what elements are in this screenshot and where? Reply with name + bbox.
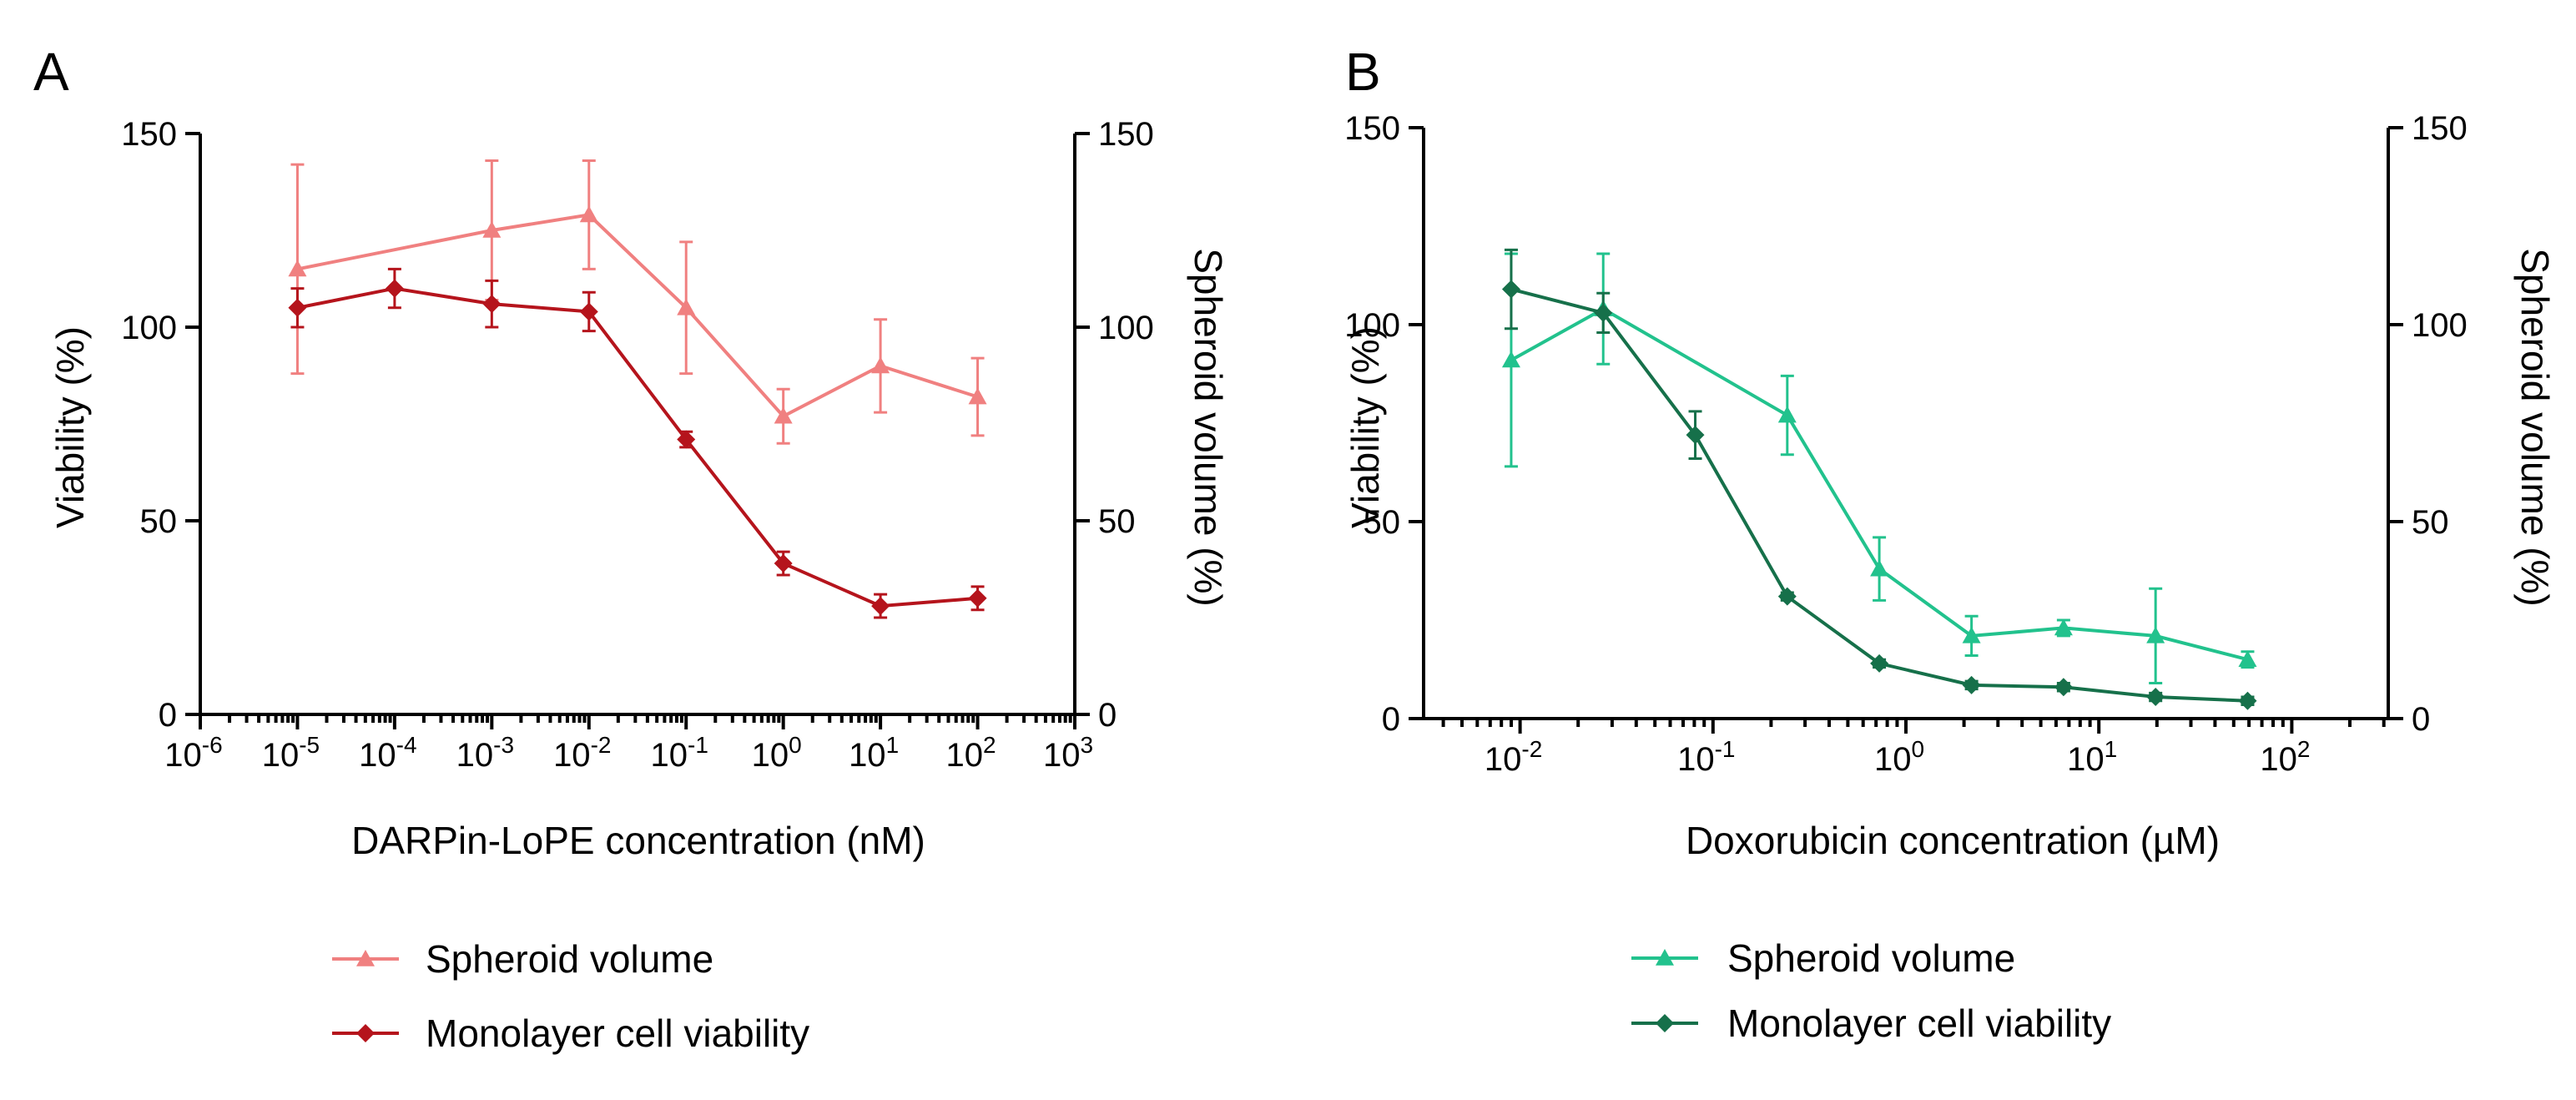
y-tick-label: 0 [159,697,177,734]
data-point [774,406,793,424]
legend: Spheroid volume Monolayer cell viability [332,937,809,1055]
x-tick-label: 102 [946,732,996,774]
series-line [297,213,979,419]
x-tick-label: 10-6 [164,732,222,774]
x-tick-label: 101 [2067,736,2117,778]
legend-label: Monolayer cell viability [1727,1002,2111,1045]
legend-label: Spheroid volume [1727,936,2015,980]
series-spheroid-volume [1501,252,2257,685]
y-tick-label: 100 [1344,307,1400,344]
x-tick-label: 102 [2260,736,2310,778]
x-axis-title: DARPin-LoPE concentration (nM) [351,819,925,862]
data-point [2054,618,2073,636]
data-point [288,260,307,277]
data-point [1594,303,1613,322]
series-spheroid-volume [288,159,987,445]
data-point [579,302,598,321]
legend-swatch-marker [1656,1014,1674,1032]
data-point [1962,626,1981,643]
legend-swatch-marker [356,950,375,966]
data-point [385,279,404,298]
data-point [579,205,598,223]
panel-label: A [33,42,69,102]
data-point [1870,653,1889,673]
data-point [871,356,890,374]
legend-item-monolayer-cell-viability: Monolayer cell viability [1631,1002,2111,1045]
y2-tick-label: 150 [1098,116,1154,153]
y2-tick-label: 100 [1098,310,1154,346]
data-point [1962,675,1981,694]
data-point [1777,406,1797,423]
y2-tick-label: 100 [2412,307,2468,344]
series-monolayer-cell-viability [288,267,987,619]
x-tick-label: 101 [849,732,899,774]
legend-label: Spheroid volume [426,937,713,981]
x-tick-label: 10-1 [1677,736,1735,778]
y2-tick-label: 0 [2412,701,2430,738]
data-point [677,298,696,315]
data-point [871,597,890,616]
legend-item-monolayer-cell-viability: Monolayer cell viability [332,1012,809,1055]
data-point [1501,280,1520,299]
legend-swatch-marker [1656,949,1674,966]
data-point [2146,688,2165,707]
panel-a: A Viability (%) Spheroid volume (%) DARP… [33,42,1230,1055]
y2-tick-label: 50 [2412,504,2449,541]
legend-swatch-marker [356,1024,375,1042]
x-tick-label: 10-3 [456,732,514,774]
y2-axis-title: Spheroid volume (%) [2513,248,2557,607]
legend-item-spheroid-volume: Spheroid volume [1631,936,2015,980]
y2-tick-label: 50 [1098,503,1136,540]
legend-item-spheroid-volume: Spheroid volume [332,937,713,981]
data-point [1686,426,1705,445]
series-line [1510,306,2248,662]
data-point [774,554,793,573]
y2-tick-label: 150 [2412,110,2468,147]
data-point [968,387,987,405]
data-point [482,221,502,238]
x-tick-label: 10-2 [553,732,611,774]
x-tick-label: 10-2 [1485,736,1542,778]
y-axis-title: Viability (%) [48,326,92,528]
x-tick-label: 10-4 [359,732,416,774]
y-tick-label: 150 [121,116,177,153]
data-point [1870,559,1889,577]
data-point [2146,626,2165,643]
series-line [1510,287,2248,703]
data-point [482,295,502,314]
data-point [2238,650,2257,667]
data-point [677,430,696,449]
x-tick-label: 103 [1043,732,1093,774]
x-tick-label: 10-1 [651,732,708,774]
legend: Spheroid volume Monolayer cell viability [1631,936,2111,1045]
y-tick-label: 0 [1382,701,1400,738]
x-tick-label: 10-5 [262,732,320,774]
y-tick-label: 50 [1364,504,1401,541]
series-monolayer-cell-viability [1501,248,2257,710]
x-tick-label: 100 [752,732,802,774]
y2-tick-label: 0 [1098,697,1117,734]
data-point [1777,587,1797,606]
y-tick-label: 50 [140,503,178,540]
data-point [2238,691,2257,710]
x-tick-label: 100 [1874,736,1924,778]
series-line [297,286,978,608]
panel-b: B Viability (%) Spheroid volume (%) Doxo… [1343,42,2557,1045]
data-point [968,588,987,608]
y-tick-label: 100 [121,310,177,346]
legend-label: Monolayer cell viability [426,1012,809,1055]
x-axis-title: Doxorubicin concentration (µM) [1686,819,2220,862]
data-point [288,298,307,317]
data-point [2054,678,2073,697]
panel-label: B [1345,42,1381,102]
y-axis-title: Viability (%) [1343,326,1387,528]
y-tick-label: 150 [1344,110,1400,147]
data-point [1501,351,1520,368]
y2-axis-title: Spheroid volume (%) [1187,248,1230,607]
